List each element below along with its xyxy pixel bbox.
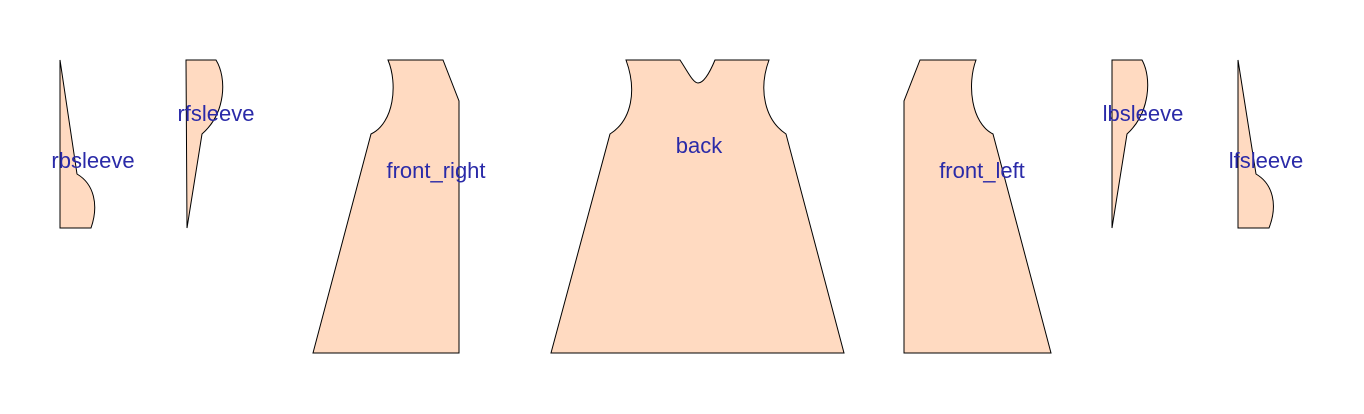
piece-back-label: back (676, 133, 723, 158)
piece-front-left-label: front_left (939, 158, 1025, 183)
piece-lbsleeve-label: lbsleeve (1103, 101, 1184, 126)
piece-lbsleeve: lbsleeve (1103, 59, 1184, 229)
piece-front-left-shape (903, 59, 1052, 354)
piece-front-right: front_right (312, 59, 486, 354)
piece-rbsleeve-label: rbsleeve (51, 148, 134, 173)
piece-front-right-label: front_right (386, 158, 485, 183)
piece-back: back (550, 59, 845, 354)
piece-lfsleeve-label: lfsleeve (1229, 148, 1304, 173)
piece-lbsleeve-shape (1111, 59, 1149, 229)
piece-rfsleeve: rfsleeve (177, 59, 255, 229)
piece-rfsleeve-shape (185, 59, 224, 229)
piece-front-left: front_left (903, 59, 1052, 354)
piece-lfsleeve-shape (1237, 59, 1274, 229)
piece-rbsleeve-shape (59, 59, 96, 229)
piece-lfsleeve: lfsleeve (1229, 59, 1304, 229)
piece-rfsleeve-label: rfsleeve (177, 101, 254, 126)
piece-front-right-shape (312, 59, 460, 354)
piece-back-shape (550, 59, 845, 354)
piece-rbsleeve: rbsleeve (51, 59, 135, 229)
